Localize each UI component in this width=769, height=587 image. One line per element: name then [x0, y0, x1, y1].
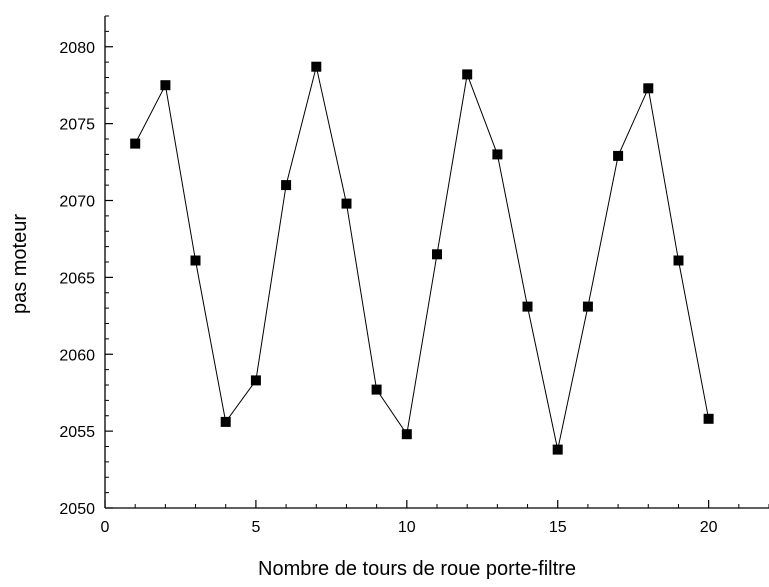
data-point-marker: [492, 149, 503, 160]
data-point-marker: [522, 301, 533, 312]
data-point-marker: [613, 150, 624, 161]
tick-labels: 2050 2055 2060 2065 2070 2075 2080 0 5 10 15 20: [59, 40, 717, 536]
y-tick-label: 2060: [59, 347, 95, 364]
data-point-marker: [401, 429, 412, 440]
data-point-marker: [703, 413, 714, 424]
data-point-marker: [281, 180, 292, 191]
data-point-marker: [552, 444, 563, 455]
x-tick-label: 5: [251, 519, 260, 536]
data-point-marker: [341, 198, 352, 209]
y-tick-label: 2050: [59, 501, 95, 518]
y-tick-label: 2055: [59, 424, 95, 441]
data-point-marker: [160, 80, 171, 91]
y-tick-label: 2070: [59, 194, 95, 211]
data-point-marker: [432, 249, 442, 260]
series: [130, 61, 714, 455]
data-point-marker: [130, 138, 141, 149]
axes: [104, 16, 769, 509]
x-axis-title: Nombre de tours de roue porte-filtre: [258, 558, 576, 580]
series-line: [134, 66, 710, 450]
data-point-marker: [582, 301, 593, 312]
y-tick-label: 2080: [59, 40, 95, 57]
data-point-marker: [371, 384, 382, 395]
y-tick-label: 2065: [59, 270, 95, 287]
y-tick-label: 2075: [59, 117, 95, 134]
data-point-marker: [462, 69, 473, 80]
data-point-marker: [643, 83, 654, 94]
data-point-marker: [311, 61, 322, 72]
data-point-marker: [250, 375, 261, 386]
data-point-marker: [673, 255, 684, 266]
x-tick-label: 20: [700, 519, 718, 536]
tick-marks: [104, 15, 769, 509]
data-point-marker: [220, 416, 231, 427]
x-tick-label: 10: [398, 519, 416, 536]
x-tick-label: 15: [549, 519, 567, 536]
x-tick-label: 0: [101, 519, 110, 536]
y-axis-title: pas moteur: [9, 214, 31, 314]
data-point-marker: [190, 255, 201, 266]
